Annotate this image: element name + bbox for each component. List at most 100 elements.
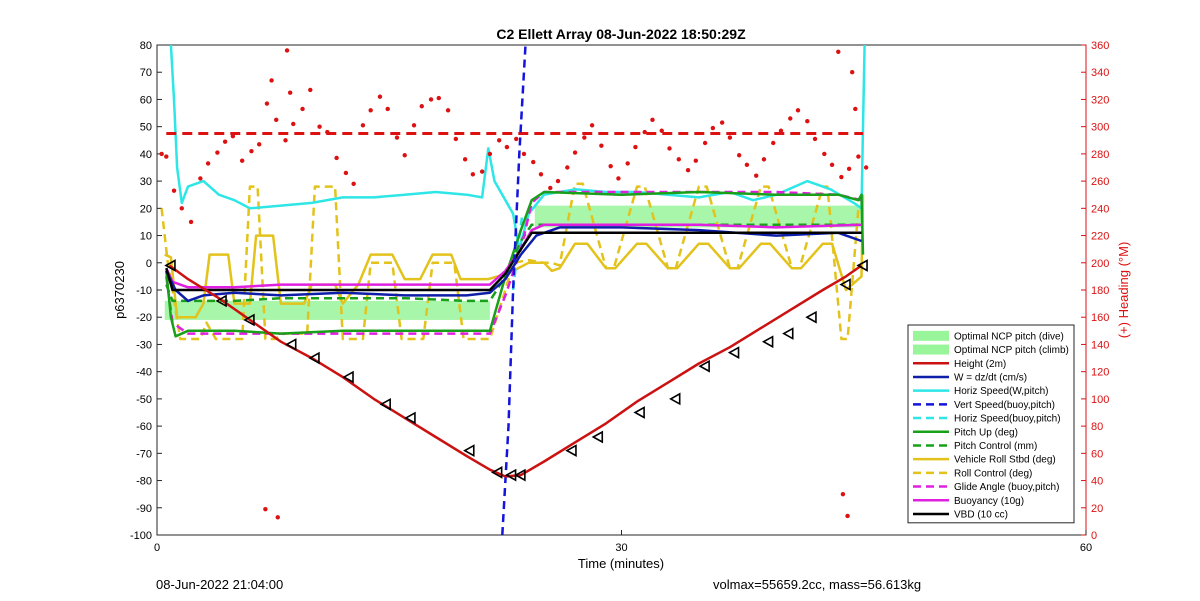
heading-point xyxy=(284,48,290,53)
legend-entry-label: Vert Speed(buoy,pitch) xyxy=(954,400,1055,411)
heading-point xyxy=(836,49,841,55)
heading-point xyxy=(394,135,400,140)
heading-point xyxy=(275,515,280,520)
heading-point xyxy=(462,157,468,162)
heading-point xyxy=(291,121,296,127)
heading-point xyxy=(263,506,268,512)
heading-point xyxy=(343,170,349,176)
y-tick-label: 30 xyxy=(140,176,152,188)
x-tick-label: 60 xyxy=(1080,542,1092,554)
y2-tick-label: 280 xyxy=(1091,149,1109,161)
y2-tick-label: 180 xyxy=(1091,285,1109,297)
height-marker xyxy=(761,335,774,349)
heading-point xyxy=(531,159,536,165)
heading-point xyxy=(283,138,288,143)
heading-point xyxy=(514,136,519,142)
heading-point xyxy=(325,129,330,135)
y2-tick-label: 0 xyxy=(1091,530,1097,542)
legend-sample-optimal-ncp-pitch-dive xyxy=(913,330,949,341)
height-marker xyxy=(856,259,868,272)
heading-point xyxy=(788,116,793,121)
height-marker xyxy=(379,397,391,411)
heading-point xyxy=(761,157,767,162)
legend-entry-label: Pitch Control (mm) xyxy=(954,441,1037,452)
y-tick-label: -20 xyxy=(136,312,152,324)
heading-point xyxy=(470,172,476,177)
y-tick-label: 70 xyxy=(140,67,152,79)
y-tick-label: 50 xyxy=(140,122,152,134)
heading-point xyxy=(853,106,858,112)
heading-point xyxy=(230,133,236,139)
heading-point xyxy=(548,185,553,191)
heading-point xyxy=(317,124,322,129)
height-marker xyxy=(243,313,255,327)
heading-point xyxy=(744,162,750,167)
y2-axis-label: (+) Heading (°M) xyxy=(1116,242,1131,339)
heading-point xyxy=(504,144,510,150)
band-optimal-ncp-pitch-climb xyxy=(534,205,864,228)
y2-tick-label: 160 xyxy=(1091,312,1109,324)
heading-point xyxy=(555,178,561,184)
heading-point xyxy=(487,151,493,157)
heading-point xyxy=(351,181,356,187)
heading-point xyxy=(453,136,459,142)
heading-point xyxy=(863,165,869,170)
heading-point xyxy=(845,513,850,519)
chart-title: C2 Ellett Array 08-Jun-2022 18:50:29Z xyxy=(496,26,746,42)
heading-point xyxy=(419,104,424,109)
heading-point xyxy=(171,188,177,193)
heading-point xyxy=(572,150,578,155)
heading-point xyxy=(633,144,638,150)
height-marker xyxy=(805,310,817,324)
y2-tick-label: 80 xyxy=(1091,421,1103,433)
y-axis-label: p6370230 xyxy=(112,261,127,319)
heading-point xyxy=(840,491,846,497)
heading-point xyxy=(159,151,164,157)
height-marker xyxy=(215,294,227,308)
y-tick-label: -30 xyxy=(136,339,152,351)
series-height-2m xyxy=(168,264,863,478)
heading-point xyxy=(164,154,169,159)
legend-entry-label: VBD (10 cc) xyxy=(954,509,1008,520)
heading-point xyxy=(411,123,417,128)
heading-point xyxy=(565,165,570,170)
y-tick-label: 20 xyxy=(140,203,152,215)
y2-tick-label: 300 xyxy=(1091,122,1109,134)
heading-point xyxy=(771,140,776,146)
height-marker xyxy=(514,468,526,482)
heading-point xyxy=(445,108,451,113)
series-buoyancy-10g xyxy=(165,223,862,289)
y2-tick-label: 200 xyxy=(1091,258,1109,270)
heading-point xyxy=(582,135,587,140)
y-tick-label: -10 xyxy=(136,285,152,297)
heading-point xyxy=(198,176,203,181)
heading-point xyxy=(308,87,313,93)
height-marker xyxy=(669,392,681,406)
height-marker xyxy=(490,466,503,479)
heading-point xyxy=(795,108,801,113)
heading-point xyxy=(856,154,861,159)
heading-point xyxy=(249,148,254,154)
heading-point xyxy=(589,123,595,128)
heading-point xyxy=(650,117,655,123)
heading-point xyxy=(846,166,852,172)
y-tick-label: -100 xyxy=(130,530,152,542)
heading-point xyxy=(479,169,485,174)
heading-point xyxy=(754,173,759,178)
legend-entry-label: Roll Control (deg) xyxy=(954,468,1032,479)
y2-tick-label: 240 xyxy=(1091,203,1109,215)
y2-tick-label: 220 xyxy=(1091,231,1109,243)
heading-point xyxy=(368,108,373,113)
heading-point xyxy=(239,158,245,163)
heading-point xyxy=(188,219,194,225)
heading-point xyxy=(385,106,390,112)
heading-point xyxy=(812,136,818,142)
heading-point xyxy=(805,119,810,124)
heading-point xyxy=(205,161,211,166)
height-marker xyxy=(591,430,604,444)
heading-point xyxy=(839,174,844,180)
heading-point xyxy=(264,101,270,106)
heading-point xyxy=(659,128,664,133)
heading-point xyxy=(685,168,691,173)
